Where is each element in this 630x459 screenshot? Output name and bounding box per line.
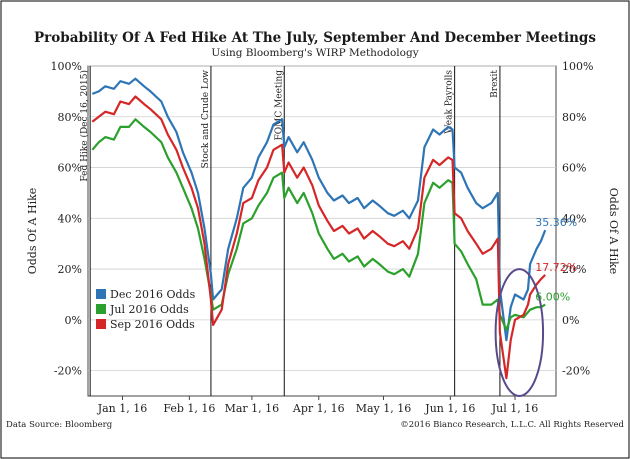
y-tick-label-left: 60% [58, 162, 82, 175]
x-tick-label: Mar 1, 16 [225, 402, 280, 415]
legend-swatch [96, 319, 106, 329]
highlight-ellipse [494, 268, 545, 397]
legend: Dec 2016 Odds Jul 2016 Odds Sep 2016 Odds [96, 288, 196, 331]
series-end-label: 17.72% [535, 261, 577, 274]
series-line [91, 95, 546, 380]
y-tick-label-left: 20% [58, 263, 82, 276]
event-label: Brexit [490, 70, 500, 98]
x-tick-label: May 1, 16 [356, 402, 412, 415]
y-axis-right: -20% 0% 20% 40% 60% 80% 100% [562, 60, 593, 378]
x-tick-label: Apr 1, 16 [292, 402, 345, 415]
x-tick-label: Feb 1, 16 [163, 402, 215, 415]
y-axis-title-right: Odds Of A Hike [607, 188, 620, 275]
chart-subtitle: Using Bloomberg's WIRP Methodology [211, 47, 418, 59]
series-lines [91, 77, 547, 380]
y-tick-label-right: 0% [562, 314, 579, 327]
y-tick-label-left: 100% [51, 60, 82, 73]
legend-label: Jul 2016 Odds [109, 303, 189, 316]
y-tick-label-right: 60% [562, 162, 586, 175]
x-axis: Jan 1, 16 Feb 1, 16 Mar 1, 16 Apr 1, 16 May … [97, 396, 539, 415]
y-tick-label-left: 80% [58, 111, 82, 124]
event-label: Fed Hike (Dec 16, 2015) [79, 70, 90, 182]
x-tick-label: Jan 1, 16 [97, 402, 148, 415]
event-label: Stock and Crude Low [201, 70, 211, 169]
y-tick-label-left: 0% [65, 314, 82, 327]
y-axis-left: -20% 0% 20% 40% 60% 80% 100% [51, 60, 82, 378]
y-tick-label-right: 40% [562, 212, 586, 225]
end-value-labels: 35.36% 6.00% 17.72% [535, 216, 577, 304]
footer-source: Data Source: Bloomberg [6, 420, 113, 430]
legend-swatch [96, 289, 106, 299]
y-tick-label-right: -20% [562, 365, 590, 378]
x-tick-label: Jul 1, 16 [491, 402, 539, 415]
y-tick-label-left: 40% [58, 212, 82, 225]
legend-label: Sep 2016 Odds [110, 318, 195, 331]
legend-swatch [96, 304, 106, 314]
gridlines [88, 65, 556, 372]
series-end-label: 6.00% [535, 291, 570, 304]
y-tick-label-right: 20% [562, 263, 586, 276]
event-label: FOMC Meeting [274, 70, 284, 141]
series-line [91, 118, 546, 332]
legend-label: Dec 2016 Odds [110, 288, 196, 301]
series-line [91, 77, 547, 342]
y-tick-label-right: 80% [562, 111, 586, 124]
y-tick-label-right: 100% [562, 60, 593, 73]
chart-title: Probability Of A Fed Hike At The July, S… [34, 30, 596, 46]
series-end-label: 35.36% [535, 216, 577, 229]
event-label: Weak Payrolls [445, 70, 455, 134]
y-axis-title-left: Odds Of A Hike [26, 188, 39, 275]
y-tick-label-left: -20% [54, 365, 82, 378]
footer-copyright: ©2016 Bianco Research, L.L.C. All Rights… [400, 420, 624, 430]
highlight-ellipse [494, 268, 545, 397]
x-tick-label: Jun 1, 16 [424, 402, 475, 415]
